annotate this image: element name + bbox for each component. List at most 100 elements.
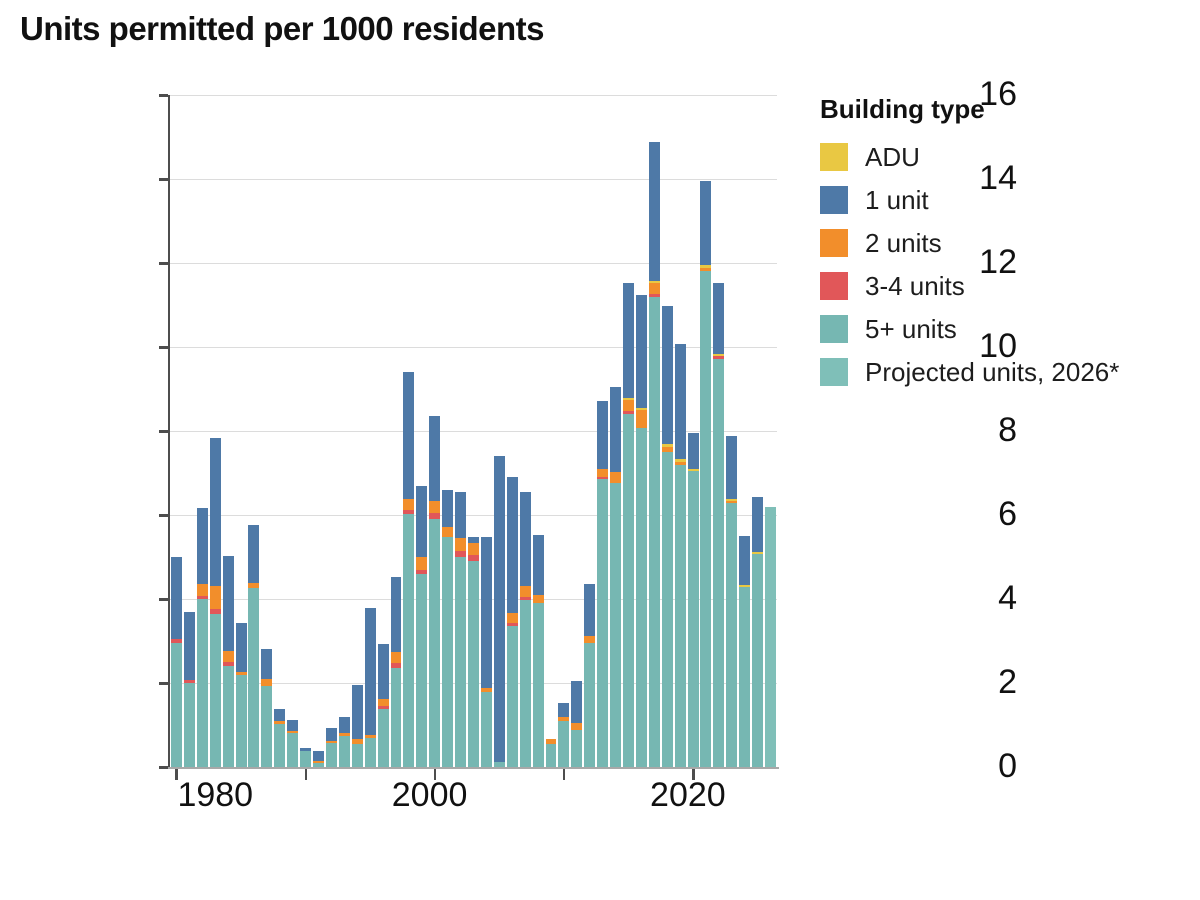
bar-segment-one_unit	[752, 497, 764, 552]
bar-segment-two_units	[480, 688, 492, 692]
bar-segment-five_plus	[558, 721, 570, 767]
bar-segment-one_unit	[300, 748, 312, 751]
bar-1999[interactable]	[416, 486, 428, 767]
bar-2018[interactable]	[661, 306, 673, 767]
bar-2026[interactable]	[765, 507, 777, 767]
bar-segment-one_unit	[287, 720, 299, 731]
bar-2015[interactable]	[622, 283, 634, 767]
y-tick-label-2: 2	[998, 663, 1017, 701]
bar-segment-two_units	[196, 584, 208, 596]
bar-1989[interactable]	[287, 719, 299, 767]
bar-segment-one_unit	[338, 717, 350, 733]
bar-2005[interactable]	[493, 456, 505, 767]
bar-1998[interactable]	[403, 372, 415, 767]
bar-2019[interactable]	[674, 344, 686, 767]
bar-2017[interactable]	[648, 142, 660, 767]
bar-1982[interactable]	[196, 508, 208, 767]
bar-2000[interactable]	[429, 416, 441, 767]
bar-segment-five_plus	[700, 271, 712, 767]
bar-segment-five_plus	[300, 751, 312, 767]
bar-2008[interactable]	[532, 534, 544, 767]
bar-2004[interactable]	[480, 537, 492, 767]
bar-segment-three_four	[648, 294, 660, 297]
bar-segment-one_unit	[635, 295, 647, 408]
x-tick-2020	[692, 769, 695, 780]
bar-2006[interactable]	[506, 477, 518, 767]
bar-segment-adu	[661, 444, 673, 447]
bar-segment-three_four	[519, 597, 531, 600]
bar-2002[interactable]	[455, 492, 467, 767]
bar-segment-one_unit	[622, 283, 634, 398]
bar-1996[interactable]	[377, 644, 389, 767]
bar-segment-five_plus	[170, 643, 182, 767]
bar-segment-five_plus	[713, 359, 725, 767]
bar-segment-three_four	[377, 706, 389, 709]
legend-title: Building type	[820, 94, 985, 124]
bar-segment-two_units	[584, 636, 596, 643]
bar-segment-two_units	[274, 721, 286, 724]
bar-segment-five_plus	[532, 603, 544, 767]
bar-1984[interactable]	[222, 556, 234, 767]
bar-2009[interactable]	[545, 738, 557, 767]
legend-label-five_plus: 5+ units	[865, 313, 957, 344]
bar-segment-five_plus	[248, 588, 260, 767]
bar-segment-two_units	[648, 283, 660, 294]
bar-2024[interactable]	[739, 536, 751, 767]
y-tick-6	[159, 514, 168, 517]
bar-2016[interactable]	[635, 295, 647, 767]
bar-segment-three_four	[390, 663, 402, 668]
bar-1997[interactable]	[390, 577, 402, 767]
bar-segment-one_unit	[429, 416, 441, 501]
bar-2010[interactable]	[558, 703, 570, 767]
bar-2023[interactable]	[726, 436, 738, 767]
bar-1983[interactable]	[209, 437, 221, 767]
bar-2003[interactable]	[468, 537, 479, 767]
bar-segment-five_plus	[506, 626, 518, 767]
bar-1988[interactable]	[274, 709, 286, 767]
bar-segment-one_unit	[196, 508, 208, 584]
bar-1981[interactable]	[183, 612, 195, 767]
x-tick-2000	[433, 769, 437, 780]
bar-2021[interactable]	[700, 181, 712, 767]
bar-segment-two_units	[287, 731, 299, 733]
bar-segment-two_units	[545, 739, 557, 744]
bar-2014[interactable]	[610, 387, 622, 767]
bar-1995[interactable]	[364, 608, 376, 767]
bar-2001[interactable]	[442, 490, 454, 767]
bar-2013[interactable]	[597, 401, 609, 767]
bar-segment-one_unit	[183, 612, 195, 680]
y-tick-8	[159, 430, 168, 433]
bar-1986[interactable]	[248, 525, 260, 767]
bar-segment-two_units	[622, 400, 634, 411]
chart-title: Units permitted per 1000 residents	[20, 10, 545, 47]
bar-2025[interactable]	[752, 497, 764, 767]
bar-2011[interactable]	[571, 681, 583, 767]
bar-segment-five_plus	[519, 600, 531, 767]
bar-1987[interactable]	[261, 649, 273, 767]
bar-1991[interactable]	[313, 751, 324, 767]
bar-segment-one_unit	[506, 477, 518, 613]
bar-segment-one_unit	[739, 536, 751, 585]
bar-segment-one_unit	[468, 537, 479, 543]
bar-1994[interactable]	[351, 685, 363, 767]
bar-segment-two_units	[571, 723, 583, 730]
bar-1985[interactable]	[235, 623, 247, 767]
bar-segment-one_unit	[170, 557, 182, 639]
bar-2007[interactable]	[519, 492, 531, 767]
bar-segment-one_unit	[519, 492, 531, 586]
bar-1980[interactable]	[170, 557, 182, 767]
bar-segment-two_units	[726, 501, 738, 503]
bar-2012[interactable]	[584, 584, 596, 767]
bar-segment-two_units	[351, 739, 363, 744]
bar-2022[interactable]	[713, 283, 725, 767]
bar-segment-three_four	[403, 510, 415, 514]
bar-segment-adu	[752, 552, 764, 554]
bar-1993[interactable]	[338, 717, 350, 767]
bar-2020[interactable]	[687, 433, 699, 767]
bar-segment-one_unit	[532, 535, 544, 595]
x-tick-1980	[175, 769, 178, 780]
bar-segment-one_unit	[248, 525, 260, 583]
bar-1992[interactable]	[325, 728, 337, 767]
bar-1990[interactable]	[300, 748, 312, 767]
